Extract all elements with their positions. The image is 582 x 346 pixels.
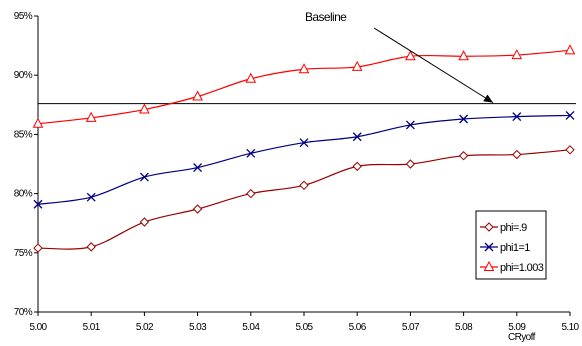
data-point	[565, 145, 575, 155]
data-point	[564, 44, 576, 55]
y-tick-label: 70%	[14, 307, 33, 318]
x-tick-label: 5.07	[402, 322, 420, 333]
y-axis-tick-labels: 70% 75% 80% 85% 90% 95%	[14, 11, 34, 318]
x-tick-label: 5.04	[242, 322, 260, 333]
data-point	[246, 188, 256, 199]
data-point	[512, 112, 522, 122]
legend-item: phi=1.003	[480, 260, 544, 274]
data-point	[405, 120, 415, 130]
legend-marker	[484, 242, 494, 252]
axes	[34, 15, 571, 316]
y-tick-label: 85%	[14, 129, 33, 140]
x-tick-label: 5.09	[508, 322, 526, 333]
x-axis-label: CRyoff	[508, 332, 536, 343]
data-point	[32, 117, 44, 128]
data-point	[352, 161, 362, 172]
series-0	[33, 145, 575, 253]
data-point	[139, 217, 150, 227]
data-point	[33, 243, 43, 253]
y-tick-label: 75%	[14, 248, 33, 259]
data-point	[405, 159, 416, 169]
data-point	[85, 111, 97, 122]
data-point	[405, 50, 416, 61]
data-point	[298, 63, 310, 74]
series-line	[37, 114, 571, 205]
data-point	[299, 180, 309, 191]
data-point	[139, 172, 149, 182]
y-tick-label: 95%	[14, 11, 33, 22]
data-point	[86, 242, 96, 252]
legend-label: phi=1.003	[500, 262, 544, 274]
data-point	[193, 163, 203, 173]
data-point	[33, 199, 43, 209]
x-tick-label: 5.00	[29, 322, 47, 333]
data-point	[299, 138, 309, 148]
legend-item: phi=.9	[480, 222, 528, 234]
x-tick-label: 5.01	[83, 322, 101, 333]
legend-item: phi1=1	[480, 242, 531, 254]
series-line	[37, 49, 571, 125]
data-point	[512, 149, 522, 160]
legend-marker	[483, 260, 495, 271]
data-point	[192, 204, 203, 214]
x-tick-label: 5.06	[349, 322, 367, 333]
series-2	[32, 44, 576, 128]
data-point	[458, 50, 469, 61]
baseline-annotation-label: Baseline	[305, 10, 347, 24]
x-tick-label: 5.10	[561, 322, 579, 333]
data-point	[458, 151, 469, 161]
baseline-arrow-shaft	[373, 27, 494, 104]
data-point	[565, 110, 575, 120]
y-tick-label: 80%	[14, 189, 33, 200]
x-tick-label: 5.08	[455, 322, 473, 333]
x-tick-label: 5.03	[189, 322, 207, 333]
baseline-arrow-head	[483, 94, 493, 103]
y-tick-label: 90%	[14, 70, 33, 81]
data-point	[192, 90, 203, 101]
data-point	[352, 132, 362, 142]
series-layer	[32, 44, 576, 253]
legend-marker	[484, 222, 494, 232]
baseline-annotation: Baseline	[305, 10, 494, 104]
data-point	[86, 192, 96, 202]
data-point	[139, 103, 150, 114]
x-tick-label: 5.02	[136, 322, 154, 333]
data-point	[246, 148, 256, 158]
data-point	[245, 72, 257, 83]
data-point	[511, 49, 523, 60]
x-tick-label: 5.05	[295, 322, 313, 333]
legend-label: phi1=1	[500, 242, 530, 254]
legend: phi=.9 phi1=1 phi=1.003	[475, 210, 547, 280]
data-point	[351, 60, 363, 71]
series-1	[33, 110, 575, 209]
data-point	[459, 114, 469, 124]
legend-label: phi=.9	[500, 222, 527, 234]
x-axis-tick-labels: 5.00 5.01 5.02 5.03 5.04 5.05 5.06 5.07 5.08 5.09…	[29, 322, 580, 333]
